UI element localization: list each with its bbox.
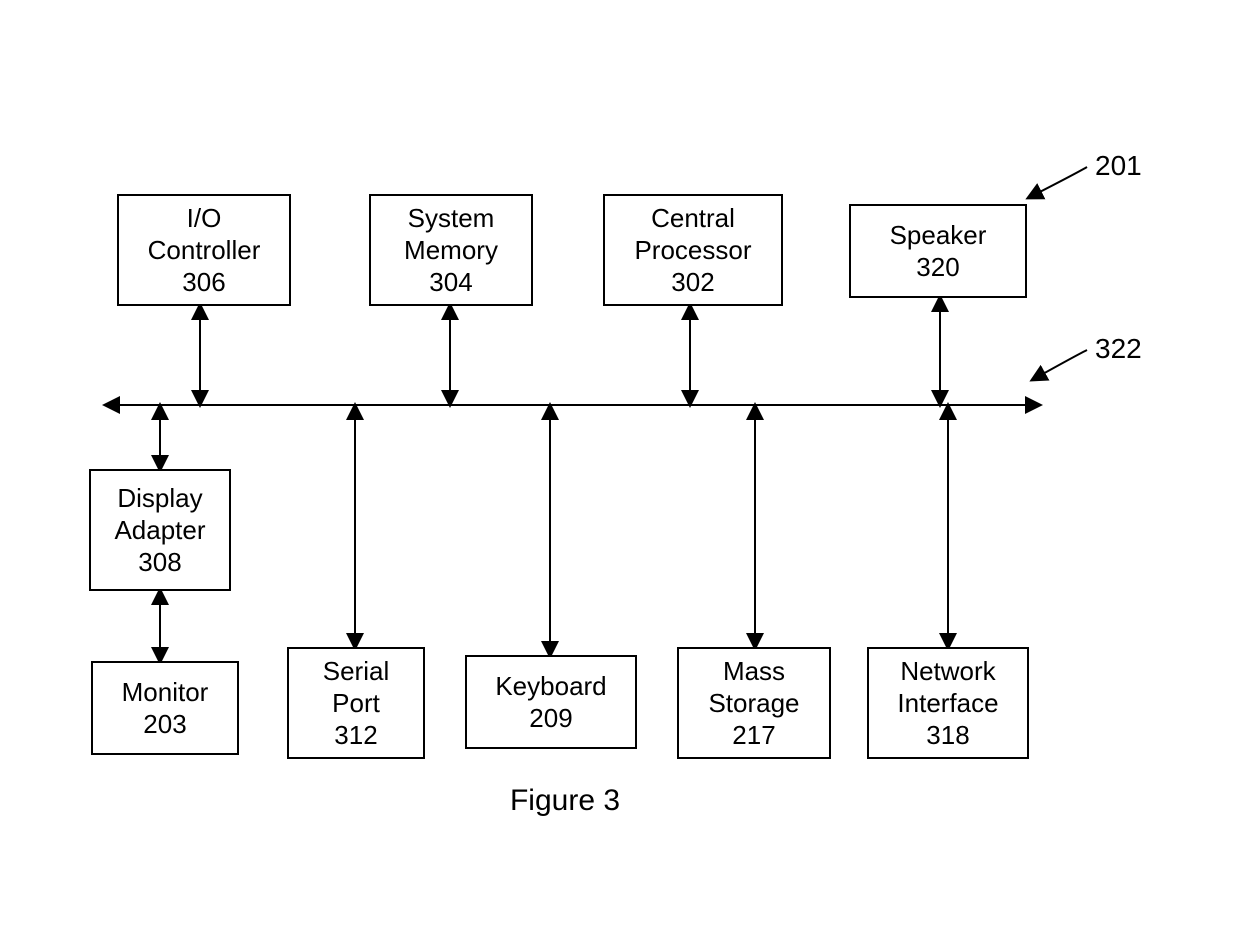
callout-leader [1028,167,1087,198]
figure-caption: Figure 3 [510,784,620,817]
node-keyboard: Keyboard209 [466,656,636,748]
node-label: 203 [143,709,186,739]
node-label: Serial [323,656,389,686]
node-serial_port: SerialPort312 [288,648,424,758]
node-label: System [408,203,495,233]
node-box [92,662,238,754]
node-display_adapter: DisplayAdapter308 [90,470,230,590]
node-label: 320 [916,252,959,282]
block-diagram: I/OController306 SystemMemory304 CentralPr… [0,0,1240,948]
node-label: Monitor [122,677,209,707]
node-label: Display [117,483,202,513]
node-label: Network [900,656,996,686]
node-label: Central [651,203,735,233]
node-box [850,205,1026,297]
callout-text: 322 [1095,333,1142,364]
node-label: Keyboard [495,671,606,701]
node-label: 306 [182,267,225,297]
node-label: Memory [404,235,498,265]
callout-leader [1032,350,1087,380]
node-label: Processor [634,235,751,265]
node-label: 302 [671,267,714,297]
node-label: 308 [138,547,181,577]
node-label: Mass [723,656,785,686]
node-speaker: Speaker320 [850,205,1026,297]
node-label: Storage [708,688,799,718]
node-label: 312 [334,720,377,750]
node-label: Speaker [890,220,987,250]
node-system_memory: SystemMemory304 [370,195,532,305]
node-label: Port [332,688,380,718]
node-label: 209 [529,703,572,733]
callout_201: 201 [1028,150,1142,198]
node-label: 318 [926,720,969,750]
node-io_controller: I/OController306 [118,195,290,305]
node-label: Interface [897,688,998,718]
node-net_interface: NetworkInterface318 [868,648,1028,758]
node-label: Adapter [114,515,205,545]
node-label: 217 [732,720,775,750]
node-label: I/O [187,203,222,233]
node-label: 304 [429,267,472,297]
node-box [466,656,636,748]
node-label: Controller [148,235,261,265]
node-mass_storage: MassStorage217 [678,648,830,758]
callout-text: 201 [1095,150,1142,181]
node-monitor: Monitor203 [92,662,238,754]
node-central_cpu: CentralProcessor302 [604,195,782,305]
callout_322: 322 [1032,333,1142,380]
